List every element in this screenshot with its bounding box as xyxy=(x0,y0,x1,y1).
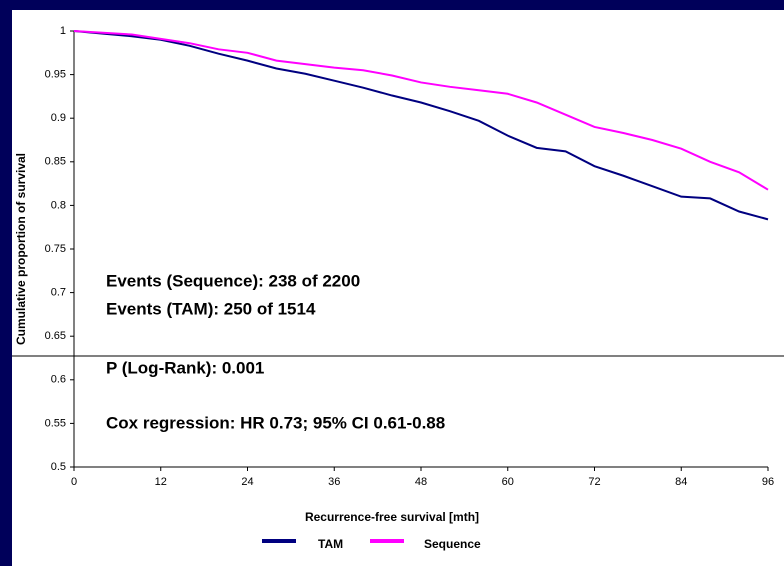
x-axis-title: Recurrence-free survival [mth] xyxy=(305,510,479,524)
y-axis-title: Cumulative proportion of survival xyxy=(14,153,28,345)
y-tick-label: 0.55 xyxy=(45,417,66,429)
x-tick-label: 72 xyxy=(588,476,600,488)
y-tick-label: 0.9 xyxy=(51,112,66,124)
y-tick-label: 0.5 xyxy=(51,461,66,473)
x-tick-label: 24 xyxy=(241,476,253,488)
y-tick-label: 0.7 xyxy=(51,287,66,299)
annotation: P (Log-Rank): 0.001 xyxy=(106,358,264,377)
legend-label: TAM xyxy=(318,537,343,551)
x-tick-label: 36 xyxy=(328,476,340,488)
y-tick-label: 0.75 xyxy=(45,243,66,255)
y-tick-label: 0.8 xyxy=(51,199,66,211)
annotation: Events (TAM): 250 of 1514 xyxy=(106,299,316,318)
x-tick-label: 84 xyxy=(675,476,687,488)
y-tick-label: 0.95 xyxy=(45,69,66,81)
survival-curve xyxy=(73,30,769,191)
slide-background xyxy=(12,10,784,566)
y-tick-label: 0.6 xyxy=(51,374,66,386)
x-tick-label: 60 xyxy=(502,476,514,488)
annotation: Events (Sequence): 238 of 2200 xyxy=(106,271,360,290)
annotation: Cox regression: HR 0.73; 95% CI 0.61-0.8… xyxy=(106,413,445,432)
y-tick-label: 1 xyxy=(60,25,66,37)
x-tick-label: 12 xyxy=(155,476,167,488)
y-tick-label: 0.65 xyxy=(45,330,66,342)
legend-label: Sequence xyxy=(424,537,481,551)
survival-curve xyxy=(73,30,769,221)
x-tick-label: 48 xyxy=(415,476,427,488)
x-tick-label: 96 xyxy=(762,476,774,488)
x-tick-label: 0 xyxy=(71,476,77,488)
y-tick-label: 0.85 xyxy=(45,156,66,168)
